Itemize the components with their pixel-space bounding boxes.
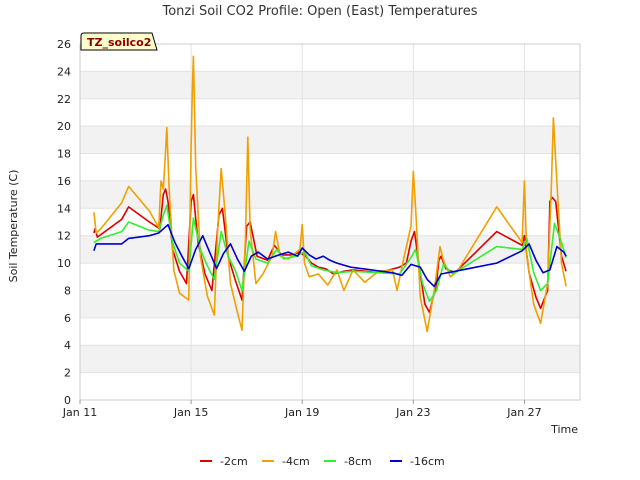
x-tick-label: Jan 15 bbox=[173, 406, 208, 419]
legend-label: -4cm bbox=[282, 455, 310, 468]
y-axis-label: Soil Temperature (C) bbox=[7, 170, 20, 283]
legend-label: -16cm bbox=[410, 455, 445, 468]
legend-label: -8cm bbox=[344, 455, 372, 468]
band-shaded bbox=[80, 235, 580, 264]
y-tick-label: 22 bbox=[57, 93, 71, 106]
series-lines bbox=[93, 55, 567, 333]
y-tick-label: 8 bbox=[64, 284, 71, 297]
y-tick-label: 10 bbox=[57, 257, 71, 270]
x-axis-ticks: Jan 11 Jan 15 Jan 19 Jan 23 Jan 27 bbox=[62, 400, 542, 419]
band bbox=[80, 263, 580, 291]
x-tick-label: Jan 11 bbox=[62, 406, 97, 419]
series-line-minus-8cm bbox=[93, 204, 567, 303]
x-tick-label: Jan 23 bbox=[395, 406, 430, 419]
tag-label: TZ_soilco2 bbox=[87, 36, 151, 49]
y-tick-label: 18 bbox=[57, 148, 71, 161]
y-tick-label: 4 bbox=[64, 339, 71, 352]
band-shaded bbox=[80, 126, 580, 154]
y-tick-label: 20 bbox=[57, 120, 71, 133]
y-tick-label: 2 bbox=[64, 367, 71, 380]
x-tick-label: Jan 19 bbox=[284, 406, 319, 419]
x-axis-label: Time bbox=[550, 423, 578, 436]
chart-title: Tonzi Soil CO2 Profile: Open (East) Temp… bbox=[161, 4, 477, 19]
band-shaded bbox=[80, 71, 580, 99]
band-shaded bbox=[80, 290, 580, 318]
series-tag: TZ_soilco2 bbox=[80, 32, 158, 51]
y-tick-label: 12 bbox=[57, 230, 71, 243]
y-tick-label: 6 bbox=[64, 312, 71, 325]
y-tick-label: 26 bbox=[57, 38, 71, 51]
band bbox=[80, 317, 580, 346]
y-tick-label: 14 bbox=[57, 202, 71, 215]
band-shaded bbox=[80, 180, 580, 209]
band-shaded bbox=[80, 345, 580, 373]
background-bands bbox=[80, 44, 580, 400]
tag-box bbox=[80, 32, 158, 51]
legend-label: -2cm bbox=[220, 455, 248, 468]
band bbox=[80, 44, 580, 72]
series-line-minus-16cm bbox=[93, 223, 567, 288]
band bbox=[80, 372, 580, 400]
plot-frame bbox=[79, 43, 581, 401]
y-tick-label: 0 bbox=[64, 394, 71, 407]
legend: -2cm -4cm -8cm -16cm bbox=[200, 455, 445, 468]
y-tick-label: 16 bbox=[57, 175, 71, 188]
x-tick-label: Jan 27 bbox=[506, 406, 541, 419]
y-tick-label: 24 bbox=[57, 65, 71, 78]
band bbox=[80, 98, 580, 127]
band bbox=[80, 153, 580, 181]
